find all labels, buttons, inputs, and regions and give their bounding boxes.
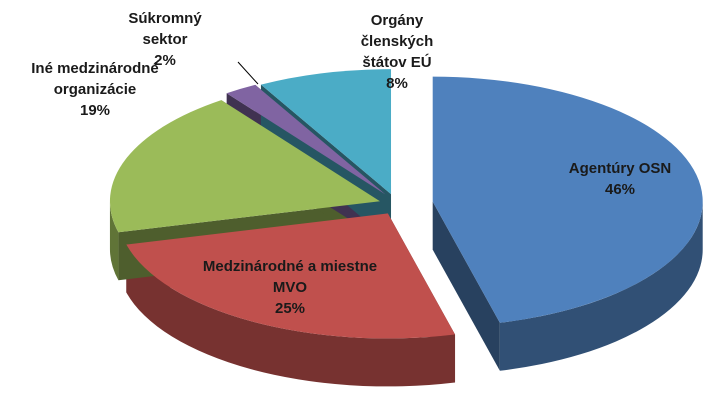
slice xyxy=(226,84,386,195)
leader-line xyxy=(237,61,259,85)
slice-side xyxy=(432,201,500,371)
slice xyxy=(432,76,703,323)
value-label: 2% xyxy=(154,52,176,69)
slice-label: Medzinárodné a miestne MVO 25% xyxy=(200,256,380,319)
category-name: Súkromný sektor xyxy=(128,10,202,48)
value-label: 19% xyxy=(79,102,111,119)
category-name: Orgány členských štátov EÚ xyxy=(360,12,434,71)
slice-wall xyxy=(126,244,456,387)
value-label: 25% xyxy=(274,300,306,317)
slice-label: Orgány členských štátov EÚ 8% xyxy=(347,10,447,94)
tops xyxy=(109,69,703,339)
slice xyxy=(109,100,380,233)
slice-label: Súkromný sektor 2% xyxy=(110,8,220,71)
slice-label: Agentúry OSN 46% xyxy=(545,158,695,200)
value-label: 8% xyxy=(386,75,408,92)
category-name: Agentúry OSN xyxy=(568,160,672,177)
slice-label: Iné medzinárodné organizácie 19% xyxy=(30,58,160,121)
slice-wall xyxy=(109,201,119,281)
value-label: 46% xyxy=(604,181,636,198)
slice xyxy=(260,69,392,195)
category-name: Iné medzinárodné organizácie xyxy=(31,60,159,98)
category-name: Medzinárodné a miestne MVO xyxy=(202,258,378,296)
slice-wall xyxy=(499,201,703,371)
slice xyxy=(126,213,456,339)
